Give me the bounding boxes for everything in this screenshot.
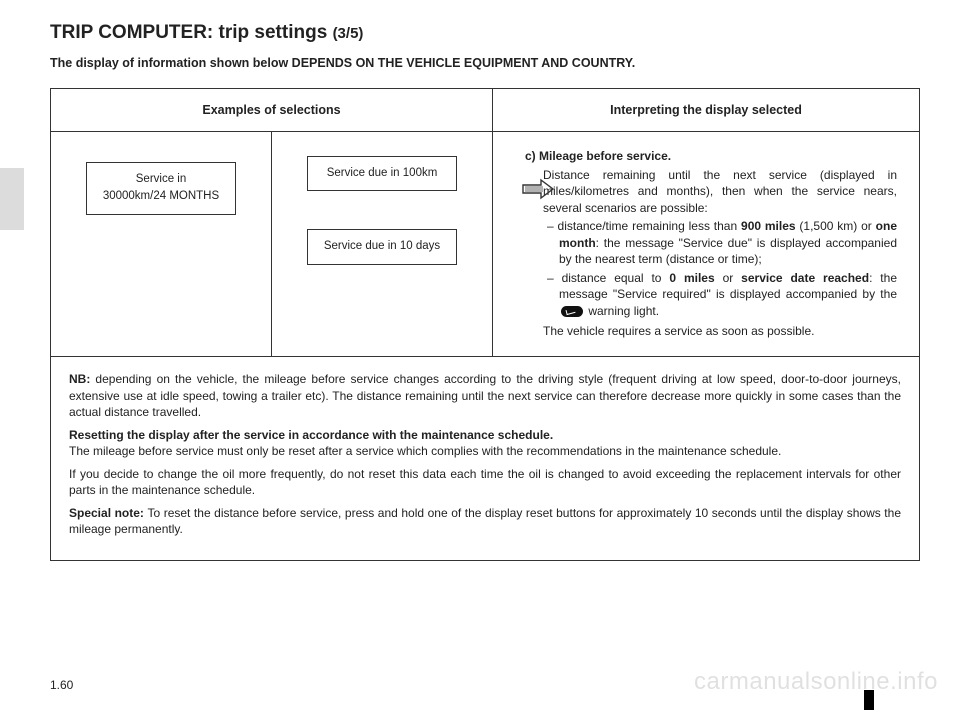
note-special: Special note: To reset the distance befo… <box>69 505 901 538</box>
display-box-service-in: Service in 30000km/24 MONTHS <box>86 162 236 215</box>
b1-bold1: 900 miles <box>741 219 796 233</box>
b2-bold2: service date reached <box>741 271 869 285</box>
arrow-icon <box>521 178 555 200</box>
title-sub: (3/5) <box>333 25 364 42</box>
warning-light-icon <box>561 306 583 317</box>
lead-label: c) <box>525 149 539 163</box>
side-tab <box>0 168 24 230</box>
box-a-line1: Service in <box>136 173 187 185</box>
interp-bullet-2: distance equal to 0 miles or service dat… <box>559 270 897 320</box>
note-oil: If you decide to change the oil more fre… <box>69 466 901 499</box>
special-label: Special note: <box>69 506 147 520</box>
header-examples: Examples of selections <box>51 89 493 132</box>
display-box-service-due-km: Service due in 100km <box>307 156 457 191</box>
b1-mid: (1,500 km) or <box>796 219 876 233</box>
b2-mid: or <box>715 271 742 285</box>
interp-tail: The vehicle requires a service as soon a… <box>525 323 897 340</box>
b1-pre: distance/time remaining less than <box>558 219 741 233</box>
special-text: To reset the distance before service, pr… <box>69 506 901 537</box>
box-a-line2: 30000km/24 MONTHS <box>103 190 219 202</box>
note-reset: Resetting the display after the service … <box>69 427 901 460</box>
b1-post: : the message "Service due" is displayed… <box>559 236 897 267</box>
title-main: TRIP COMPUTER: trip settings <box>50 22 333 43</box>
depends-notice: The display of information shown below D… <box>50 56 920 70</box>
lead-title: Mileage before service. <box>539 149 671 163</box>
notes-cell: NB: depending on the vehicle, the mileag… <box>51 357 920 561</box>
note-nb: NB: depending on the vehicle, the mileag… <box>69 371 901 421</box>
nb-label: NB: <box>69 372 95 386</box>
examples-cell-right: Service due in 100km Service due in 10 d… <box>272 132 493 357</box>
b2-post2: warning light. <box>585 304 659 318</box>
page-content: TRIP COMPUTER: trip settings (3/5) The d… <box>50 0 920 561</box>
reset-text: The mileage before service must only be … <box>69 444 781 458</box>
examples-cell-left: Service in 30000km/24 MONTHS <box>51 132 272 357</box>
corner-tab <box>864 690 874 710</box>
page-number: 1.60 <box>50 678 73 692</box>
header-interpreting: Interpreting the display selected <box>493 89 920 132</box>
interp-bullet-1: distance/time remaining less than 900 mi… <box>559 218 897 268</box>
interpretation-cell: c) Mileage before service. Distance rema… <box>493 132 920 357</box>
reset-title: Resetting the display after the service … <box>69 428 553 442</box>
display-box-service-due-days: Service due in 10 days <box>307 229 457 264</box>
b2-pre: distance equal to <box>562 271 670 285</box>
watermark: carmanualsonline.info <box>694 668 938 696</box>
nb-text: depending on the vehicle, the mileage be… <box>69 372 901 419</box>
page-title: TRIP COMPUTER: trip settings (3/5) <box>50 22 920 44</box>
b2-bold1: 0 miles <box>669 271 714 285</box>
interp-para1: Distance remaining until the next servic… <box>525 167 897 217</box>
interpretation-text: c) Mileage before service. Distance rema… <box>525 148 897 340</box>
info-table: Examples of selections Interpreting the … <box>50 88 920 561</box>
